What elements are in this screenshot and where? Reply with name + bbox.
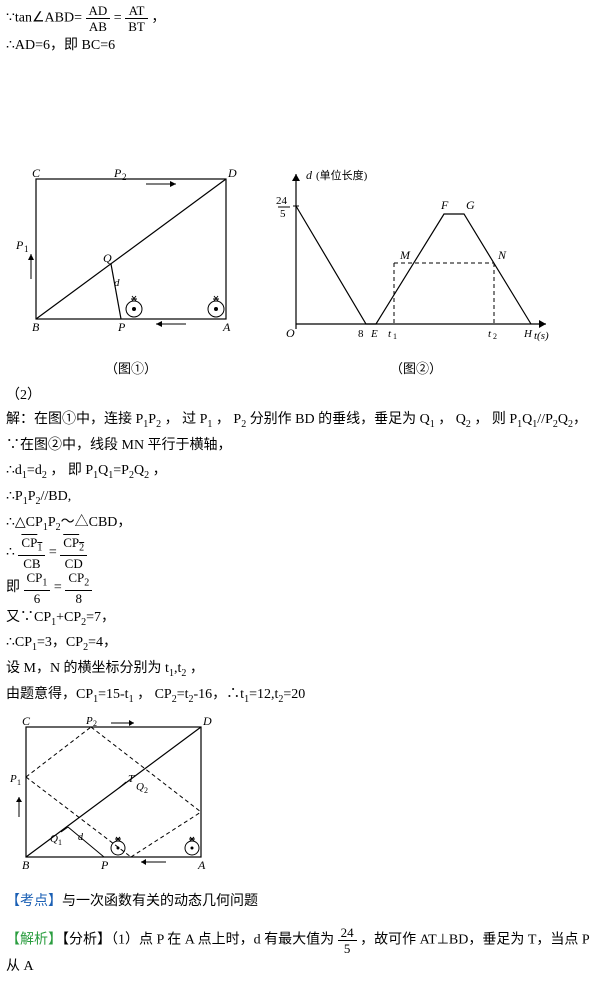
svg-text:P: P	[113, 166, 122, 180]
svg-text:1: 1	[393, 332, 397, 341]
figures-row: d Q P2 C D P1 B P A	[6, 159, 599, 380]
line-p1p2bd: ∴P1P2//BD,	[6, 485, 599, 510]
svg-text:1: 1	[24, 244, 29, 254]
line-connect: 解：在图①中，连接 P1P2 ， 过 P1 ， P2 分别作 BD 的垂线，垂足…	[6, 408, 599, 433]
svg-text:(单位长度): (单位长度)	[316, 168, 368, 182]
line-tan: ∵tan∠ABD= AD AB = AT BT ，	[6, 4, 599, 33]
svg-text:M: M	[399, 248, 411, 262]
svg-text:P: P	[100, 858, 109, 872]
svg-text:P: P	[85, 715, 93, 727]
frac-at-bt: AT BT	[125, 4, 148, 33]
figure-1: d Q P2 C D P1 B P A	[6, 159, 256, 380]
svg-text:Q: Q	[50, 833, 58, 845]
figure-2: d (单位长度) t(s) M N F G 24 5 O 8 E t1 t2 H…	[276, 159, 556, 380]
svg-text:d: d	[78, 832, 84, 843]
svg-text:5: 5	[280, 208, 286, 220]
svg-text:Q: Q	[103, 251, 112, 265]
svg-text:Q: Q	[136, 781, 144, 793]
text: ∵tan∠ABD=	[6, 11, 82, 26]
svg-text:2: 2	[122, 172, 127, 182]
svg-text:2: 2	[493, 332, 497, 341]
frac-ad-ab: AD AB	[86, 4, 111, 33]
svg-text:H: H	[523, 328, 533, 340]
svg-text:1: 1	[58, 838, 62, 847]
svg-text:P: P	[15, 238, 24, 252]
svg-text:2: 2	[144, 786, 148, 795]
svg-text:T: T	[128, 773, 135, 785]
svg-text:d: d	[114, 277, 120, 289]
frac-245: 24 5	[338, 926, 357, 955]
frac-cp1-cb: CP1 CB	[18, 536, 45, 570]
jiexi-label: 【解析】	[6, 933, 62, 948]
svg-text:2: 2	[93, 719, 97, 728]
line-sum7: 又∵CP1+CP2=7，	[6, 606, 599, 631]
text: ，	[151, 11, 165, 26]
fig1-caption: （图①）	[6, 358, 256, 380]
svg-text:D: D	[227, 166, 237, 180]
line-ratio1: ∴ CP1 CB = CP2 CD	[6, 536, 599, 570]
svg-text:B: B	[32, 320, 40, 334]
frac-cp2-cd: CP2 CD	[60, 536, 87, 570]
line-similar: ∴△CP1P2～△CBD，	[6, 511, 599, 536]
svg-text:1: 1	[17, 778, 21, 787]
svg-text:O: O	[286, 326, 295, 340]
line-mn: ∵在图②中，线段 MN 平行于横轴，	[6, 434, 599, 458]
line-ratio2: 即 CP1 6 = CP2 8	[6, 571, 599, 605]
svg-text:t: t	[488, 328, 492, 340]
line-jiexi: 【解析】【分析】（1）点 P 在 A 点上时，d 有最大值为 24 5 ，故可作…	[6, 926, 599, 979]
svg-text:P: P	[9, 773, 17, 785]
line-sett: 设 M，N 的横坐标分别为 t1,t2 ，	[6, 657, 599, 682]
svg-text:A: A	[197, 858, 206, 872]
svg-text:E: E	[370, 328, 378, 340]
svg-text:D: D	[202, 714, 212, 728]
svg-text:d: d	[306, 168, 313, 182]
svg-text:B: B	[22, 858, 30, 872]
kaodian-label: 【考点】	[6, 894, 62, 909]
line-cp34: ∴CP1=3，CP2=4，	[6, 631, 599, 656]
fig2-caption: （图②）	[276, 358, 556, 380]
line-d1d2: ∴d1=d2 ， 即 P1Q1=P2Q2 ，	[6, 459, 599, 484]
svg-text:P: P	[117, 320, 126, 334]
svg-text:t(s): t(s)	[534, 330, 549, 342]
svg-text:8: 8	[358, 328, 364, 340]
line-ad6: ∴AD=6，即 BC=6	[6, 34, 599, 58]
svg-text:t: t	[388, 328, 392, 340]
line-2: （2）	[6, 384, 599, 408]
svg-text:G: G	[466, 198, 475, 212]
text: =	[114, 11, 122, 26]
figure-3: T Q2 Q1 d C D P2 P1 B P A	[6, 712, 599, 886]
line-solve-t: 由题意得，CP1=15-t1 ， CP2=t2-16，∴t1=12,t2=20	[6, 683, 599, 708]
svg-text:A: A	[222, 320, 231, 334]
svg-text:C: C	[32, 166, 41, 180]
frac-cp2-8: CP2 8	[65, 571, 92, 605]
frac-cp1-6: CP1 6	[24, 571, 51, 605]
line-kaodian: 【考点】与一次函数有关的动态几何问题	[6, 890, 599, 914]
svg-text:C: C	[22, 714, 31, 728]
svg-text:N: N	[497, 248, 507, 262]
svg-text:24: 24	[276, 195, 288, 207]
svg-text:F: F	[440, 198, 449, 212]
